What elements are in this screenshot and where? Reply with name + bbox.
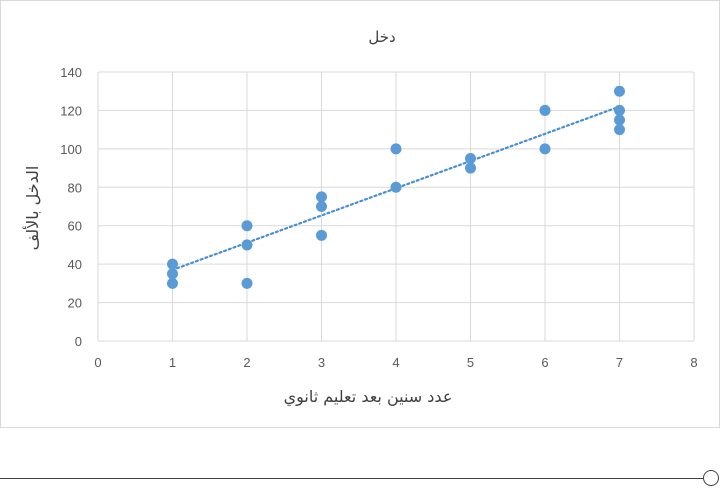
data-point <box>614 104 625 116</box>
data-points <box>167 85 625 289</box>
data-point <box>539 143 551 155</box>
x-tick-label: 6 <box>541 355 548 370</box>
data-point <box>465 162 476 174</box>
slider-handle[interactable] <box>703 470 719 486</box>
data-point <box>465 152 476 164</box>
x-tick-label: 8 <box>690 355 697 370</box>
data-point <box>241 277 253 289</box>
tick-labels: 0 20 40 60 80 100 120 140 0 1 2 3 4 5 6 7 8 <box>60 65 697 370</box>
grid <box>97 71 695 342</box>
x-tick-label: 3 <box>318 355 325 370</box>
data-point <box>167 268 178 280</box>
x-tick-label: 7 <box>616 355 623 370</box>
y-tick-label: 60 <box>68 219 82 234</box>
data-point <box>167 258 178 270</box>
y-tick-label: 20 <box>68 296 82 311</box>
y-tick-label: 0 <box>75 334 82 349</box>
chart-title: دخل <box>368 28 395 46</box>
data-point <box>614 85 625 97</box>
slider-track <box>0 478 704 479</box>
data-point <box>167 277 178 289</box>
x-tick-label: 0 <box>94 355 101 370</box>
x-tick-label: 5 <box>467 355 474 370</box>
data-point <box>241 239 253 251</box>
y-tick-label: 40 <box>68 257 82 272</box>
y-tick-label: 100 <box>60 142 82 157</box>
data-point <box>241 220 253 232</box>
scatter-chart: 0 20 40 60 80 100 120 140 0 1 2 3 4 5 6 7 8 دخل عدد سنين… <box>22 28 698 407</box>
chart-frame <box>0 0 720 428</box>
data-point <box>390 143 402 155</box>
x-tick-label: 4 <box>392 355 399 370</box>
data-point <box>539 104 551 116</box>
x-tick-label: 2 <box>243 355 250 370</box>
y-tick-label: 140 <box>60 65 82 80</box>
data-point <box>614 114 625 126</box>
data-point <box>390 181 402 193</box>
data-point <box>316 229 327 241</box>
y-axis-title: الدخل بالألف <box>22 166 42 251</box>
data-point <box>316 201 327 212</box>
y-tick-label: 80 <box>68 180 82 195</box>
data-point <box>614 124 625 136</box>
y-tick-label: 120 <box>60 103 82 118</box>
x-axis-title: عدد سنين بعد تعليم ثانوي <box>284 387 453 407</box>
x-tick-label: 1 <box>169 355 176 370</box>
data-point <box>316 191 327 203</box>
